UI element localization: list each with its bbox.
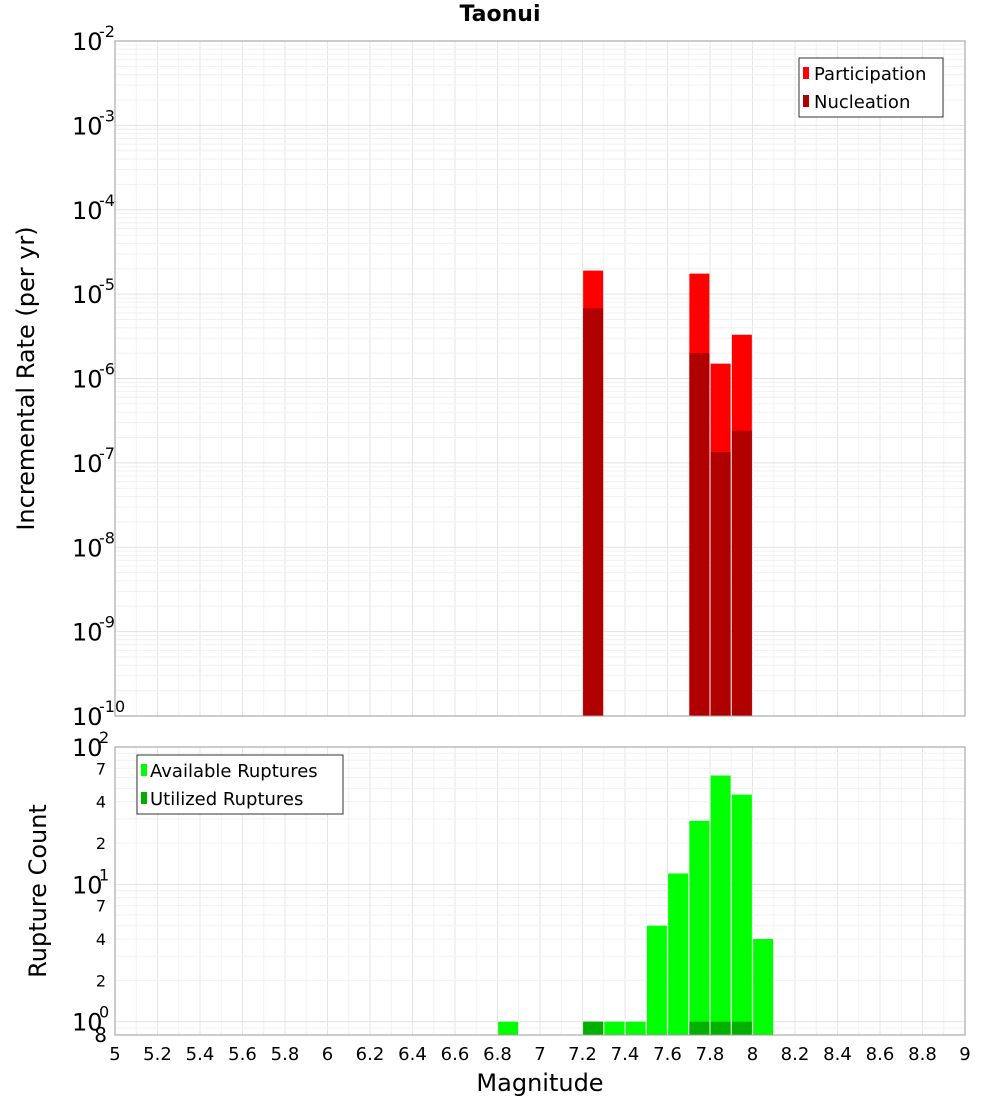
x-tick-label: 6 <box>322 1044 333 1065</box>
x-tick-labels: 5 5.2 5.4 5.6 5.8 6 6.2 6.4 6.6 6.8 7 7.2 7.4 7.6 7.8 8… <box>109 1044 970 1065</box>
x-axis-label: Magnitude <box>476 1069 603 1097</box>
legend-swatch-utilized <box>141 792 147 804</box>
x-tick-label: 6.8 <box>483 1044 512 1065</box>
bar-utilized-ruptures <box>583 1021 604 1035</box>
y-tick-label: 10 <box>72 450 103 478</box>
x-tick-label: 8.4 <box>823 1044 852 1065</box>
y-tick-label-minor: 2 <box>96 971 106 990</box>
y-tick-label-minor: 4 <box>96 793 106 812</box>
y-tick-exponent: -6 <box>99 360 115 379</box>
bottom-legend: Available Ruptures Utilized Ruptures <box>136 754 344 815</box>
bar-available-ruptures <box>731 794 752 1035</box>
y-tick-label-minor: 7 <box>96 897 106 916</box>
bar-available-ruptures <box>689 820 710 1035</box>
x-tick-label: 6.6 <box>441 1044 470 1065</box>
legend-swatch-nucleation <box>803 95 809 107</box>
x-tick-label: 5.6 <box>228 1044 257 1065</box>
bar-available-ruptures <box>753 939 774 1035</box>
y-tick-label: 10 <box>72 1009 103 1037</box>
y-tick-label: 10 <box>72 366 103 394</box>
y-tick-label: 10 <box>72 871 103 899</box>
bar-available-ruptures <box>668 873 689 1035</box>
bar-utilized-ruptures <box>710 1021 731 1035</box>
top-y-tick-labels: 10-210-310-410-510-610-710-810-910-10 <box>72 22 125 731</box>
bottom-y-axis-label: Rupture Count <box>24 804 52 978</box>
bar-available-ruptures <box>498 1021 519 1035</box>
bar-nucleation <box>731 430 752 716</box>
y-tick-label: 10 <box>72 281 103 309</box>
y-tick-exponent: -10 <box>99 697 125 716</box>
bar-available-ruptures <box>710 775 731 1035</box>
legend-label-utilized: Utilized Ruptures <box>150 789 303 810</box>
legend-swatch-participation <box>803 67 809 79</box>
bottom-bars <box>498 775 774 1035</box>
y-tick-label: 10 <box>72 619 103 647</box>
y-tick-label: 10 <box>72 112 103 140</box>
bar-available-ruptures <box>604 1021 625 1035</box>
x-tick-label: 7.6 <box>653 1044 682 1065</box>
legend-label-nucleation: Nucleation <box>814 92 910 113</box>
x-tick-label: 5.8 <box>271 1044 300 1065</box>
top-legend: Participation Nucleation <box>798 57 944 118</box>
y-tick-exponent: -5 <box>99 275 115 294</box>
bar-nucleation <box>689 353 710 716</box>
chart-title: Taonui <box>459 2 541 27</box>
y-tick-label-minor: 7 <box>96 759 106 778</box>
x-tick-label: 8.6 <box>866 1044 895 1065</box>
x-tick-label: 9 <box>959 1044 970 1065</box>
bar-available-ruptures <box>625 1021 646 1035</box>
legend-label-participation: Participation <box>814 64 926 85</box>
y-tick-exponent: -7 <box>99 444 115 463</box>
top-legend-box <box>798 57 944 118</box>
x-tick-label: 5.4 <box>186 1044 215 1065</box>
top-y-axis-label: Incremental Rate (per yr) <box>12 226 40 530</box>
bar-utilized-ruptures <box>731 1021 752 1035</box>
x-tick-label: 7.2 <box>568 1044 597 1065</box>
x-tick-label: 8 <box>747 1044 758 1065</box>
top-gridlines <box>114 41 966 717</box>
x-tick-label: 6.2 <box>356 1044 385 1065</box>
y-tick-label: 10 <box>72 734 103 762</box>
legend-swatch-available <box>141 764 147 776</box>
top-bars <box>583 270 752 716</box>
x-tick-label: 5.2 <box>143 1044 172 1065</box>
bottom-legend-box <box>136 754 344 815</box>
y-tick-label-minor: 8 <box>94 1023 107 1047</box>
bar-utilized-ruptures <box>689 1021 710 1035</box>
y-tick-exponent: -8 <box>99 528 115 547</box>
top-plot-frame <box>114 40 966 717</box>
x-tick-label: 7.4 <box>611 1044 640 1065</box>
y-tick-label: 10 <box>72 28 103 56</box>
bar-available-ruptures <box>646 925 667 1035</box>
bar-nucleation <box>583 308 604 716</box>
x-tick-label: 5 <box>109 1044 120 1065</box>
y-tick-exponent: 0 <box>99 1003 109 1022</box>
x-tick-label: 7 <box>534 1044 545 1065</box>
x-tick-label: 8.2 <box>781 1044 810 1065</box>
x-tick-label: 8.8 <box>908 1044 937 1065</box>
bar-nucleation <box>710 451 731 716</box>
y-tick-exponent: -9 <box>99 613 115 632</box>
y-tick-exponent: -4 <box>99 191 115 210</box>
y-tick-label-minor: 2 <box>96 834 106 853</box>
x-tick-label: 7.8 <box>696 1044 725 1065</box>
y-tick-exponent: -2 <box>99 22 115 41</box>
y-tick-label: 10 <box>72 534 103 562</box>
x-tick-label: 6.4 <box>398 1044 427 1065</box>
y-tick-exponent: 1 <box>99 865 109 884</box>
y-tick-exponent: -3 <box>99 106 115 125</box>
legend-label-available: Available Ruptures <box>150 761 318 782</box>
y-tick-label: 10 <box>72 197 103 225</box>
y-tick-label: 10 <box>72 703 103 731</box>
y-tick-exponent: 2 <box>99 728 109 747</box>
y-tick-label-minor: 4 <box>96 930 106 949</box>
bottom-plot-frame <box>114 746 966 1036</box>
